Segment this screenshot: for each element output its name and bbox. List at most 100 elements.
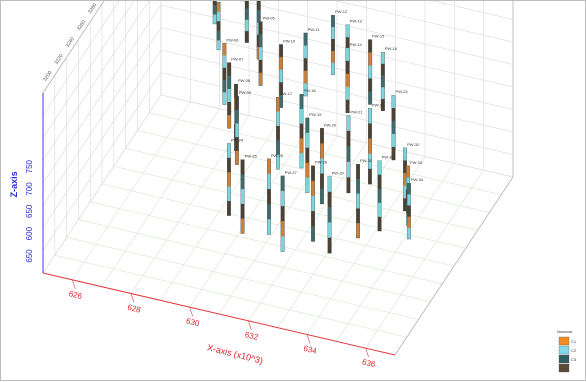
x-axis-line [43, 273, 395, 355]
well: PW-31 [378, 155, 395, 232]
x-tick-mark [366, 348, 369, 357]
well-segment [306, 148, 310, 163]
well-segment [406, 166, 410, 178]
floor-grid-line [67, 237, 419, 319]
well-segment [241, 174, 245, 189]
well: PW-27 [281, 170, 298, 252]
well-segment [381, 52, 385, 64]
well-segment [267, 219, 271, 234]
well-segment [281, 236, 285, 251]
x-tick-mark [248, 321, 251, 330]
well-segment [407, 228, 411, 239]
legend-swatch [559, 355, 569, 363]
well-segment [304, 58, 308, 71]
well-segment [213, 5, 217, 15]
well-segment [235, 151, 239, 165]
y-tick-label: 750 [25, 159, 34, 173]
well-segment [328, 177, 332, 193]
well: PW-02 [217, 1, 234, 50]
well-label: PW-07 [231, 57, 244, 62]
well: PW-10 [279, 38, 296, 107]
well-segment [328, 192, 332, 208]
well-label: PW-31 [382, 155, 395, 160]
well-label: PW-16 [385, 46, 398, 51]
well-segment [279, 44, 283, 57]
well-segment [281, 221, 285, 236]
well-segment [311, 166, 315, 181]
well: PW-01 [213, 1, 230, 24]
well-segment [392, 95, 396, 108]
well-segment [245, 20, 249, 32]
well: PW-14 [346, 42, 363, 113]
well-segment [304, 71, 308, 84]
well-segment [217, 12, 221, 22]
z-tick-label: 3200 [42, 70, 53, 83]
x-tick-mark [131, 294, 134, 303]
well: PW-29 [328, 171, 345, 254]
well-segment [245, 8, 249, 20]
box-edge [395, 177, 513, 355]
well-segment [346, 48, 350, 61]
well-segment [356, 179, 360, 194]
z-tick-label: 3280 [87, 2, 98, 15]
well-segment [267, 174, 271, 189]
well-segment [245, 1, 249, 9]
well-segment [328, 207, 332, 223]
well-label: PW-34 [411, 177, 424, 182]
well-segment [227, 76, 231, 89]
legend-label: C2 [571, 348, 577, 353]
well-segment [257, 1, 261, 10]
z-tick-label: 3220 [53, 53, 64, 66]
well-segment [241, 160, 245, 175]
well-segment [328, 238, 332, 254]
well-segment [257, 10, 261, 23]
well-segment [259, 34, 263, 47]
well-segment [407, 194, 411, 205]
x-tick-mark [307, 335, 310, 344]
well-segment [392, 121, 396, 134]
well-segment [227, 143, 231, 158]
x-tick-label: 636 [361, 357, 377, 369]
well-segment [213, 15, 217, 25]
well-segment [347, 146, 351, 162]
well-label: PW-11 [308, 27, 321, 32]
well-segment [328, 222, 332, 238]
well-segment [392, 108, 396, 121]
well-label: PW-27 [285, 170, 298, 175]
well-label: PW-21 [350, 109, 363, 114]
well-segment [245, 31, 249, 43]
well-label: PW-05 [263, 16, 276, 21]
well-segment [347, 162, 351, 178]
well-segment [331, 27, 335, 39]
well-segment [223, 80, 227, 93]
well-label: PW-26 [271, 153, 284, 158]
well-label: PW-06 [226, 37, 239, 42]
well-segment [306, 163, 310, 178]
well-segment [259, 73, 263, 86]
well-segment [356, 164, 360, 179]
well-segment [267, 189, 271, 204]
x-tick-label: 630 [185, 316, 201, 328]
well-segment [281, 191, 285, 206]
well-label: PW-32 [407, 142, 420, 147]
well-segment [331, 63, 335, 75]
well-segment [267, 159, 271, 174]
well-segment [300, 124, 304, 139]
well-segment [276, 97, 280, 112]
well-segment [347, 115, 351, 131]
well-label: PW-25 [245, 154, 258, 159]
well-segment [356, 223, 360, 238]
well-segment [331, 39, 335, 51]
well-segment [347, 131, 351, 147]
well-label: PW-09 [239, 90, 252, 95]
well-segment [378, 161, 382, 175]
well-segment [223, 92, 227, 105]
well-segment [217, 31, 221, 41]
well-segment [346, 25, 350, 38]
well-segment [407, 183, 411, 194]
legend-swatch [559, 337, 569, 345]
well-segment [368, 65, 372, 78]
well-segment [306, 178, 310, 193]
